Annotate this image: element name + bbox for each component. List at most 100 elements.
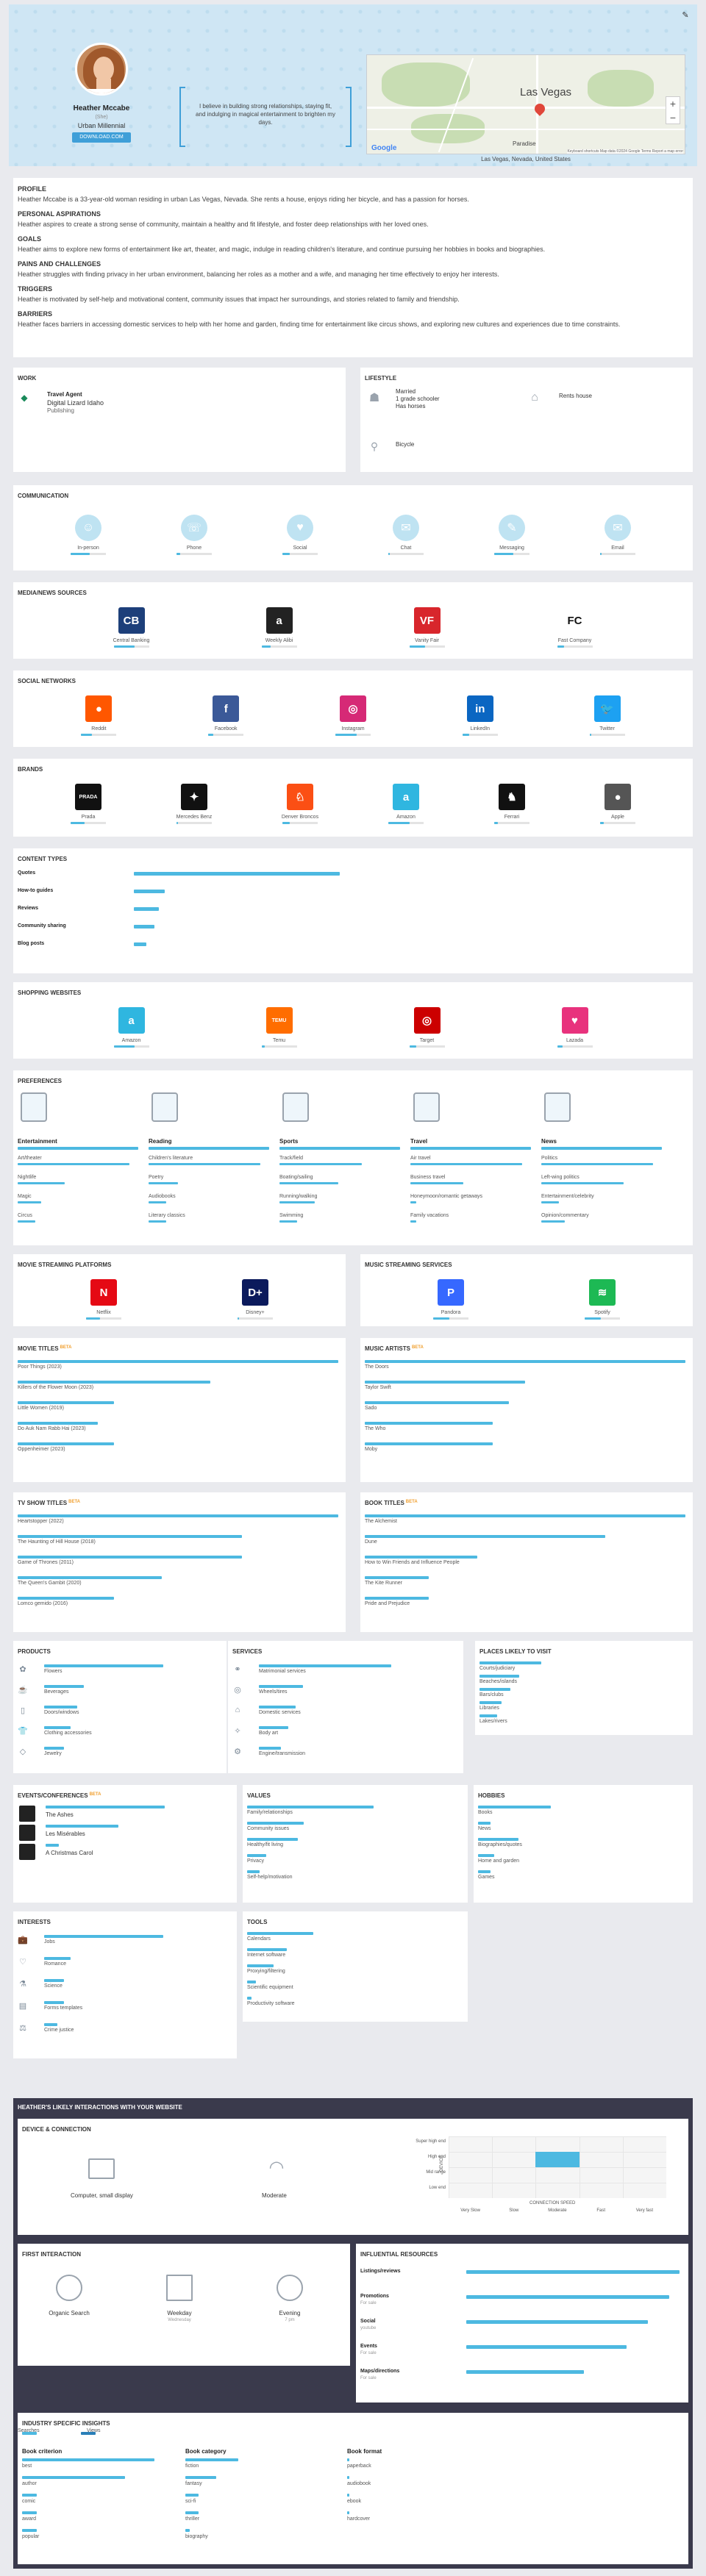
- weekly-alibi-logo[interactable]: a: [265, 607, 293, 634]
- level-bar: [208, 734, 214, 736]
- news-label: News: [478, 1826, 491, 1831]
- target-logo[interactable]: ◎: [413, 1007, 441, 1034]
- poor-things-2023-label: Poor Things (2023): [18, 1364, 62, 1370]
- movie-streaming-card: MOVIE STREAMING PLATFORMS N Netflix D+ Disn…: [13, 1254, 346, 1326]
- resource-label: Listings/reviews: [360, 2269, 401, 2274]
- legend-searches-swatch: [22, 2432, 37, 2435]
- phone-icon[interactable]: ☏: [181, 515, 207, 541]
- reading-icon: [151, 1092, 178, 1122]
- map-attribution[interactable]: Keyboard shortcuts Map data ©2024 Google…: [567, 149, 683, 154]
- item-label: Apple: [611, 815, 624, 820]
- wifi-icon: ◠: [268, 2157, 285, 2178]
- preference-item-bar: [18, 1220, 35, 1223]
- category-bar: [185, 2529, 190, 2532]
- goals-heading: GOALS: [18, 235, 42, 243]
- the-kite-runner-label: The Kite Runner: [365, 1581, 402, 1586]
- preference-item-bar: [279, 1220, 297, 1223]
- hobbies-card: HOBBIES Books News Biographies/quotes Home …: [474, 1785, 693, 1903]
- resource-bar: [466, 2320, 648, 2324]
- email-icon[interactable]: ✉: [605, 515, 631, 541]
- item-label: Central Banking: [113, 638, 150, 643]
- engine-icon: ⚙: [234, 1747, 241, 1756]
- category-heading: Book category: [185, 2448, 227, 2455]
- central-banking-logo[interactable]: CB: [118, 607, 145, 634]
- zoom-out-button[interactable]: −: [669, 112, 677, 124]
- places-card: PLACES LIKELY TO VISIT Courts/judiciary B…: [475, 1641, 693, 1735]
- spotify-logo[interactable]: ≋: [589, 1279, 616, 1306]
- thumbs-up-icon[interactable]: ♥: [287, 515, 313, 541]
- level-bar: [365, 1597, 429, 1600]
- temu-logo[interactable]: TEMU: [265, 1007, 293, 1034]
- disney-plus-logo[interactable]: D+: [242, 1279, 268, 1306]
- category-bar: [185, 2458, 238, 2461]
- twitter-icon[interactable]: 🐦: [593, 695, 621, 722]
- preference-column-title: Sports: [279, 1138, 299, 1145]
- reddit-icon[interactable]: ●: [85, 695, 113, 722]
- map-zoom-control[interactable]: + −: [666, 96, 680, 124]
- fast-company-logo[interactable]: FC: [561, 607, 588, 634]
- preference-column-bar: [279, 1147, 400, 1150]
- ferrari-logo[interactable]: ♞: [499, 784, 525, 810]
- lomco-gemido-2016-label: Lomco gemido (2016): [18, 1601, 68, 1606]
- amazon-logo[interactable]: a: [393, 784, 419, 810]
- chart-gridline: [449, 2167, 666, 2168]
- apple-logo[interactable]: ●: [605, 784, 631, 810]
- zoom-in-button[interactable]: +: [669, 98, 677, 110]
- mercedes-logo[interactable]: ✦: [181, 784, 207, 810]
- level-bar: [365, 1422, 493, 1425]
- resource-bar: [466, 2345, 627, 2349]
- person-icon[interactable]: ☺: [75, 515, 101, 541]
- doors-windows-label: Doors/windows: [44, 1710, 79, 1715]
- netflix-logo[interactable]: N: [90, 1279, 117, 1306]
- music-artists-card: MUSIC ARTISTS BETA The Doors Taylor Swift S…: [360, 1338, 693, 1482]
- preferences-heading: PREFERENCES: [18, 1078, 63, 1084]
- content-type-bar: [134, 942, 146, 946]
- level-bar: [176, 822, 179, 824]
- download-button[interactable]: DOWNLOAD.COM: [72, 132, 131, 143]
- chart-y-label: Super high end: [416, 2139, 446, 2144]
- facebook-icon[interactable]: f: [213, 695, 240, 722]
- legend-views-label: Views: [87, 2428, 101, 2433]
- preference-column-bar: [410, 1147, 531, 1150]
- chart-y-label: Low end: [429, 2186, 446, 2190]
- level-track: [208, 734, 244, 736]
- lazada-logo[interactable]: ♥: [561, 1007, 588, 1034]
- briefcase-icon: 💼: [18, 1935, 28, 1944]
- instagram-icon[interactable]: ◎: [340, 695, 366, 722]
- edit-icon[interactable]: ✎: [682, 11, 689, 20]
- amazon-logo[interactable]: a: [118, 1007, 145, 1034]
- brands-card: BRANDS PRADA Prada ✦ Mercedes Benz ♘ Denver B…: [13, 759, 693, 837]
- hero-banner: ✎ Heather Mccabe (She) Urban Millennial …: [9, 4, 697, 166]
- chart-gridline: [622, 2136, 624, 2198]
- preference-item-label: Entertainment/celebrity: [541, 1194, 594, 1199]
- level-bar: [247, 1997, 252, 2000]
- location-map[interactable]: Las Vegas Paradise + − Google Keyboard s…: [366, 54, 685, 154]
- vanity-fair-logo[interactable]: VF: [413, 607, 441, 634]
- level-bar: [479, 1714, 497, 1717]
- sado-label: Sado: [365, 1406, 377, 1411]
- level-track: [494, 822, 530, 824]
- internet-software-label: Internet software: [247, 1953, 286, 1958]
- first-interaction-sub: Wednesday: [168, 2318, 191, 2322]
- moby-label: Moby: [365, 1447, 378, 1452]
- level-bar: [44, 1664, 163, 1667]
- chat-icon[interactable]: ✉: [393, 515, 419, 541]
- message-icon[interactable]: ✎: [499, 515, 525, 541]
- dune-label: Dune: [365, 1539, 377, 1545]
- broncos-logo[interactable]: ♘: [287, 784, 313, 810]
- level-bar: [247, 1870, 260, 1873]
- prada-logo[interactable]: PRADA: [75, 784, 101, 810]
- preference-item-bar: [149, 1163, 260, 1165]
- format-label: audiobook: [347, 2481, 371, 2486]
- format-bar: [347, 2494, 349, 2497]
- item-label: Facebook: [214, 726, 238, 731]
- content-type-label: Quotes: [18, 870, 36, 876]
- level-track: [409, 645, 445, 648]
- matrimonial-services-label: Matrimonial services: [259, 1669, 306, 1674]
- pandora-logo[interactable]: P: [438, 1279, 464, 1306]
- beta-badge: BETA: [405, 1500, 418, 1504]
- event-bar: [46, 1806, 165, 1808]
- movie-titles-card: MOVIE TITLES BETA Poor Things (2023) Kille…: [13, 1338, 346, 1482]
- level-bar: [247, 1932, 313, 1935]
- linkedin-icon[interactable]: in: [466, 695, 493, 722]
